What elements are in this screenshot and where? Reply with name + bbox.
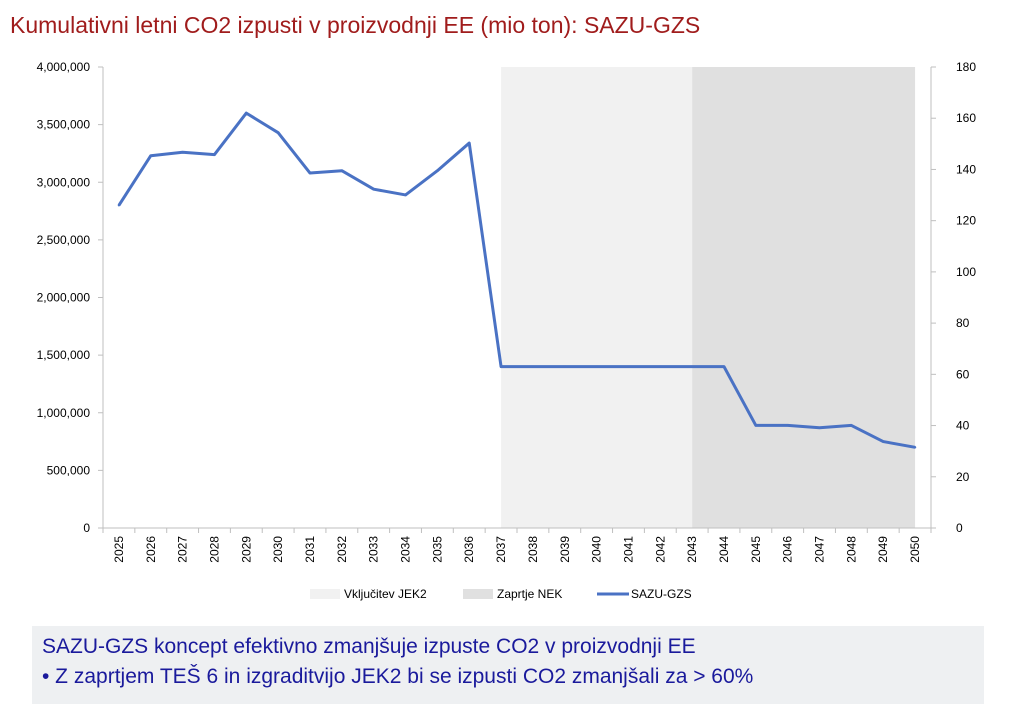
x-tick-label: 2049 [876, 536, 890, 563]
left-tick-label: 1,000,000 [37, 406, 91, 420]
left-tick-label: 2,500,000 [37, 233, 91, 247]
right-tick-label: 80 [956, 316, 970, 330]
summary-box: SAZU-GZS koncept efektivno zmanjšuje izp… [32, 626, 984, 704]
data-point [754, 424, 758, 427]
data-point [149, 154, 152, 157]
legend-sazu-gzs-label: SAZU-GZS [631, 587, 692, 601]
x-tick-label: 2032 [335, 536, 349, 563]
data-point [913, 446, 917, 449]
x-tick-label: 2026 [144, 536, 158, 563]
x-tick-label: 2042 [653, 536, 667, 563]
right-tick-label: 120 [956, 214, 976, 228]
summary-heading: SAZU-GZS koncept efektivno zmanjšuje izp… [42, 635, 696, 658]
right-tick-label: 40 [956, 419, 970, 433]
x-tick-label: 2027 [176, 536, 190, 563]
x-tick-label: 2045 [749, 536, 763, 563]
x-tick-label: 2031 [303, 536, 317, 563]
left-tick-label: 4,000,000 [37, 60, 91, 74]
data-point [436, 169, 439, 172]
data-point [818, 426, 821, 429]
x-tick-label: 2038 [526, 536, 540, 563]
x-tick-label: 2048 [844, 536, 858, 563]
right-tick-label: 160 [956, 111, 976, 125]
left-tick-label: 2,000,000 [37, 291, 91, 305]
data-point [245, 111, 248, 115]
data-point [181, 151, 184, 154]
data-point [468, 141, 471, 145]
data-point [563, 365, 566, 368]
summary-bullet: • Z zaprtjem TEŠ 6 in izgraditvijo JEK2 … [42, 665, 754, 688]
data-point [690, 365, 694, 368]
x-tick-label: 2033 [367, 536, 381, 563]
legend-nek-swatch [463, 589, 493, 599]
x-tick-label: 2036 [462, 536, 476, 563]
x-tick-label: 2037 [494, 536, 508, 563]
data-point [882, 440, 885, 443]
right-tick-label: 100 [956, 265, 976, 279]
x-tick-label: 2030 [271, 536, 285, 563]
legend-jek2-swatch [310, 589, 340, 599]
x-tick-label: 2028 [207, 536, 221, 563]
x-tick-label: 2043 [685, 536, 699, 563]
left-tick-label: 500,000 [47, 463, 91, 477]
right-tick-label: 180 [956, 60, 976, 74]
data-point [850, 424, 853, 427]
x-tick-label: 2025 [112, 536, 126, 563]
band-nek [692, 67, 916, 528]
right-tick-label: 0 [956, 521, 963, 535]
x-tick-label: 2039 [558, 536, 572, 563]
x-tick-label: 2044 [717, 536, 731, 563]
left-tick-label: 3,500,000 [37, 118, 91, 132]
data-point [117, 204, 121, 207]
x-tick-label: 2041 [621, 536, 635, 563]
chart-title: Kumulativni letni CO2 izpusti v proizvod… [10, 12, 701, 38]
legend-nek-label: Zaprtje NEK [497, 587, 562, 601]
right-tick-label: 20 [956, 470, 970, 484]
data-point [531, 365, 535, 368]
x-tick-label: 2035 [430, 536, 444, 563]
x-tick-label: 2040 [590, 536, 604, 563]
right-tick-label: 60 [956, 367, 970, 381]
x-tick-label: 2046 [781, 536, 795, 563]
co2-line-chart: 0 500,000 1,000,000 1,500,000 2,000,000 2,500… [37, 60, 977, 601]
data-point [340, 169, 344, 172]
data-point [627, 365, 630, 368]
data-point [595, 365, 598, 368]
x-tick-label: 2050 [908, 536, 922, 563]
left-tick-label: 0 [83, 521, 90, 535]
data-point [372, 187, 375, 191]
data-point [213, 153, 216, 156]
band-jek2 [501, 67, 693, 528]
data-point [659, 365, 662, 368]
series-line-sazu-gzs [117, 111, 916, 449]
data-point [308, 171, 312, 175]
legend-jek2-label: Vključitev JEK2 [344, 587, 427, 601]
data-point [722, 365, 726, 368]
data-point [786, 424, 789, 427]
left-tick-label: 1,500,000 [37, 348, 91, 362]
right-tick-label: 140 [956, 162, 976, 176]
data-point [276, 131, 280, 134]
data-point [404, 193, 407, 197]
data-point [499, 365, 503, 368]
x-tick-label: 2047 [813, 536, 827, 563]
x-tick-label: 2029 [239, 536, 253, 563]
x-tick-label: 2034 [399, 536, 413, 563]
left-tick-label: 3,000,000 [37, 175, 91, 189]
